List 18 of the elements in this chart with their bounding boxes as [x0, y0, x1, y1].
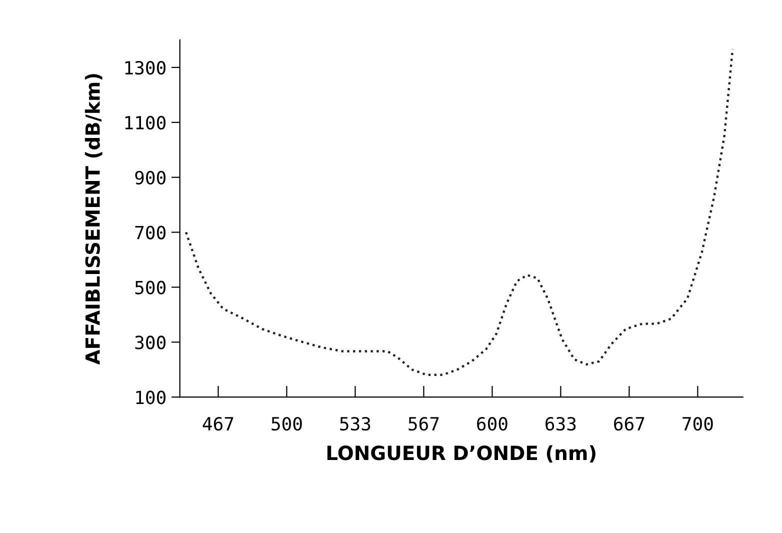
y-tick-label: 300: [135, 336, 166, 350]
y-tick-label: 900: [135, 170, 166, 184]
y-tick-label: 1100: [125, 116, 166, 130]
y-tick-label: 1300: [125, 60, 166, 75]
x-tick-label: 533: [340, 416, 370, 431]
x-tick-label: 700: [682, 416, 713, 431]
x-tick-label: 467: [202, 416, 234, 431]
x-tick-label: 667: [614, 416, 644, 431]
x-tick-label: 500: [272, 416, 302, 431]
y-tick-label: 500: [135, 280, 166, 294]
line-series: [184, 48, 734, 376]
x-tick-label: 567: [408, 416, 439, 431]
x-tick-label: 633: [546, 416, 576, 431]
y-tick-label: 100: [136, 390, 166, 404]
x-tick-label: 600: [477, 416, 508, 431]
y-tick-label: 700: [135, 226, 166, 240]
x-axis-title: LONGUEUR D’ONDE (nm): [327, 445, 596, 463]
y-axis-title: AFFAIBLISSEMENT (dB/km): [84, 74, 102, 365]
